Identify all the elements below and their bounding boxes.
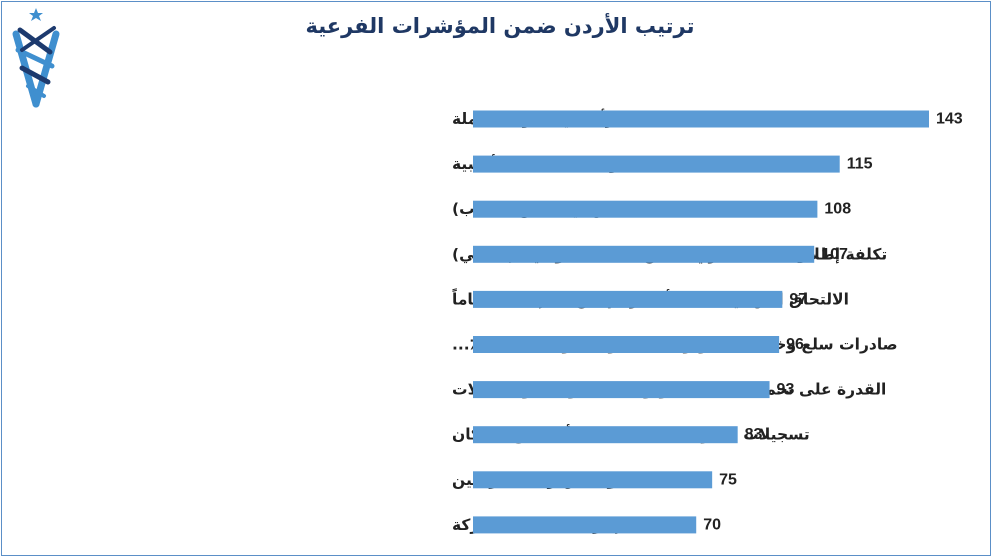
data-label: 75: [719, 471, 737, 488]
data-label: 96: [786, 336, 804, 353]
data-label: 97: [789, 291, 807, 308]
bar: [473, 336, 780, 353]
data-label: 115: [847, 156, 873, 173]
bar: [473, 245, 815, 263]
bar: [473, 155, 840, 173]
data-label: 143: [936, 111, 963, 128]
data-label: 70: [703, 516, 721, 533]
data-label: 83: [745, 426, 763, 443]
bar: [473, 110, 929, 128]
bar: [473, 471, 713, 489]
data-label: 107: [821, 246, 848, 263]
jordan-crown-logo-icon: [12, 8, 60, 108]
bar: [473, 426, 738, 444]
data-label: 93: [777, 381, 795, 398]
chart-title: ترتيب الأردن ضمن المؤشرات الفرعية: [305, 14, 695, 38]
bar: [473, 290, 783, 308]
bar: [473, 381, 770, 399]
bar: [473, 200, 818, 218]
bar: [473, 516, 697, 534]
data-label: 108: [824, 201, 851, 218]
